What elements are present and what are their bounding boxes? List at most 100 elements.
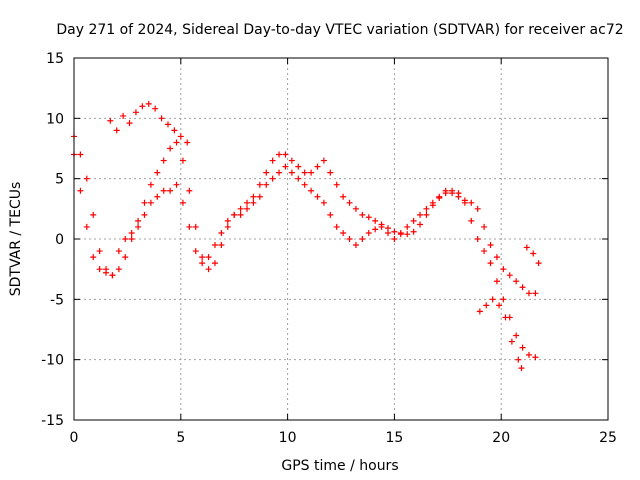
data-point bbox=[288, 157, 295, 164]
data-point bbox=[449, 190, 456, 197]
data-point bbox=[231, 211, 238, 218]
data-point bbox=[135, 223, 142, 230]
series-main-track bbox=[71, 133, 539, 361]
data-point bbox=[158, 115, 165, 122]
data-point bbox=[218, 229, 225, 236]
data-point bbox=[160, 187, 167, 194]
data-point bbox=[135, 217, 142, 224]
data-point bbox=[224, 217, 231, 224]
data-point bbox=[295, 163, 302, 170]
data-point bbox=[359, 236, 366, 242]
data-point bbox=[199, 254, 206, 261]
data-point bbox=[109, 272, 116, 279]
data-point bbox=[320, 199, 327, 206]
data-point bbox=[186, 223, 193, 230]
data-point bbox=[184, 139, 191, 146]
data-point bbox=[282, 151, 289, 158]
data-point bbox=[468, 217, 475, 224]
data-point bbox=[535, 260, 542, 267]
data-point bbox=[397, 229, 404, 236]
grid bbox=[74, 58, 608, 420]
data-point bbox=[359, 211, 366, 218]
data-point bbox=[502, 314, 509, 321]
data-point bbox=[269, 157, 276, 164]
data-point bbox=[282, 163, 289, 170]
data-point bbox=[192, 223, 199, 230]
data-point bbox=[391, 236, 398, 242]
data-point bbox=[518, 365, 525, 372]
data-point bbox=[295, 175, 302, 182]
data-point bbox=[500, 266, 507, 273]
data-point bbox=[346, 236, 353, 242]
data-point bbox=[301, 181, 308, 188]
data-point bbox=[276, 151, 283, 158]
data-point bbox=[391, 228, 398, 235]
data-point bbox=[211, 260, 218, 267]
data-point bbox=[513, 332, 520, 339]
data-point bbox=[530, 250, 537, 257]
data-point bbox=[141, 199, 148, 206]
data-point bbox=[269, 175, 276, 182]
data-point bbox=[147, 181, 154, 188]
data-point bbox=[346, 199, 353, 206]
data-point bbox=[301, 169, 308, 176]
data-point bbox=[96, 248, 103, 255]
data-point bbox=[468, 199, 475, 206]
data-point bbox=[523, 244, 530, 251]
data-point bbox=[493, 278, 500, 285]
data-point bbox=[120, 112, 127, 119]
data-point bbox=[154, 169, 161, 176]
data-point bbox=[352, 242, 359, 249]
data-point bbox=[96, 266, 103, 273]
data-point bbox=[263, 169, 270, 176]
data-point bbox=[496, 302, 503, 309]
data-point bbox=[525, 290, 532, 297]
data-point bbox=[122, 254, 129, 261]
data-point bbox=[378, 223, 385, 230]
data-point bbox=[532, 290, 539, 297]
data-point bbox=[173, 139, 180, 146]
data-point bbox=[423, 211, 430, 218]
data-point bbox=[327, 211, 334, 218]
data-point bbox=[483, 302, 490, 309]
data-point bbox=[173, 181, 180, 188]
data-point bbox=[519, 344, 526, 351]
data-point bbox=[244, 199, 251, 206]
y-tick-label: -10 bbox=[41, 353, 64, 369]
data-point bbox=[107, 117, 114, 124]
plot-frame bbox=[73, 57, 609, 421]
data-point bbox=[455, 193, 462, 200]
data-point bbox=[263, 181, 270, 188]
data-point bbox=[250, 199, 257, 206]
data-point bbox=[179, 157, 186, 164]
data-point bbox=[256, 181, 263, 188]
data-point bbox=[417, 221, 424, 228]
series-late-segments bbox=[476, 244, 542, 372]
data-point bbox=[276, 169, 283, 176]
data-point bbox=[141, 211, 148, 218]
data-point bbox=[320, 157, 327, 164]
x-tick-label: 5 bbox=[176, 430, 185, 446]
data-point bbox=[314, 163, 321, 170]
data-point bbox=[250, 193, 257, 200]
data-point bbox=[77, 151, 84, 158]
data-point bbox=[256, 193, 263, 200]
data-point bbox=[476, 308, 483, 315]
data-point bbox=[244, 205, 251, 212]
x-tick-label: 15 bbox=[385, 430, 403, 446]
data-point bbox=[90, 254, 97, 261]
data-point bbox=[103, 269, 110, 276]
data-point bbox=[410, 217, 417, 224]
data-point bbox=[83, 175, 90, 182]
data-point bbox=[333, 223, 340, 230]
data-point bbox=[160, 157, 167, 164]
data-point bbox=[508, 338, 515, 345]
data-point bbox=[404, 223, 411, 230]
data-point bbox=[199, 260, 206, 267]
data-point bbox=[164, 121, 171, 128]
data-point bbox=[333, 181, 340, 188]
data-point bbox=[481, 248, 488, 255]
data-point bbox=[442, 187, 449, 194]
data-point bbox=[474, 205, 481, 212]
